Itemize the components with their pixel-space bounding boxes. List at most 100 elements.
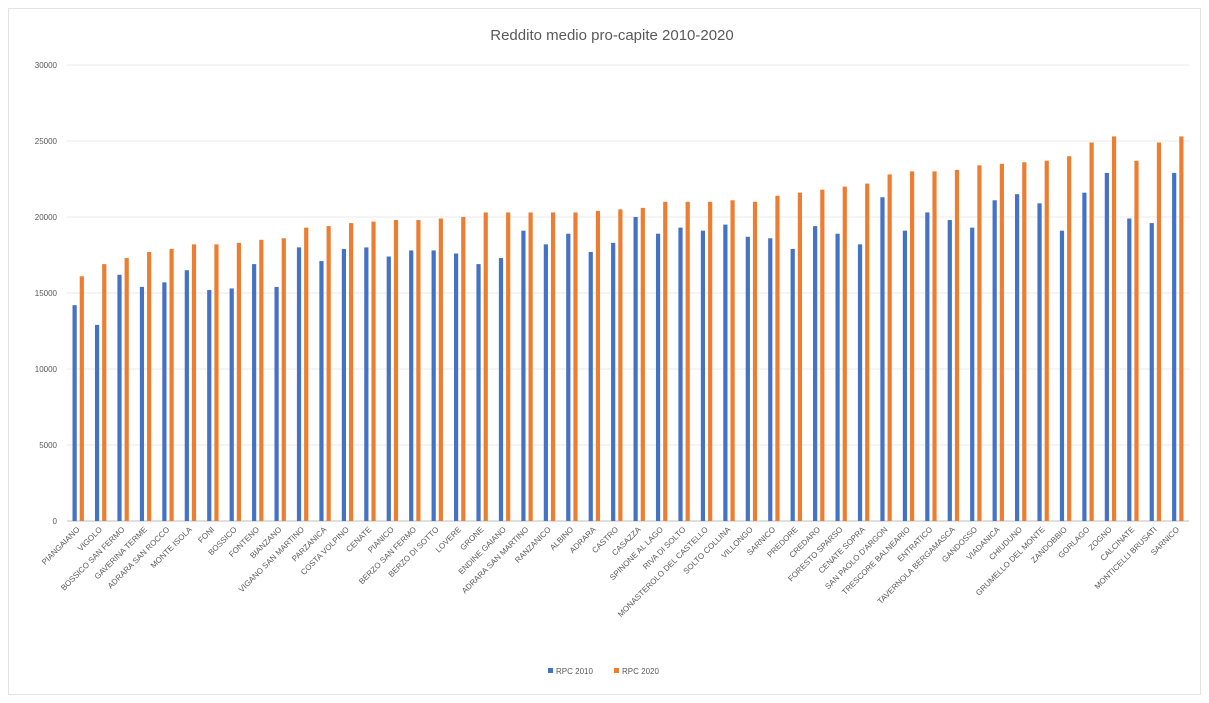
- bar-rpc-2010: [94, 324, 100, 521]
- bar-rpc-2020: [708, 201, 713, 522]
- bar-rpc-2010: [139, 286, 145, 521]
- bar-rpc-2020: [214, 244, 219, 522]
- bar-rpc-2020: [842, 186, 847, 521]
- bar-rpc-2020: [752, 201, 758, 522]
- bar-rpc-2010: [364, 247, 369, 521]
- x-tick-label: MONTE ISOLA: [149, 525, 194, 570]
- bar-rpc-2020: [685, 201, 690, 522]
- bar-rpc-2020: [304, 227, 309, 521]
- bar-rpc-2010: [633, 217, 638, 521]
- bar-rpc-2010: [902, 230, 907, 521]
- y-tick-label: 30000: [35, 61, 58, 70]
- bars: [72, 136, 1184, 522]
- bar-rpc-2020: [1179, 136, 1184, 521]
- y-tick-label: 10000: [35, 365, 58, 374]
- bar-rpc-2020: [416, 220, 421, 522]
- bar-rpc-2010: [319, 261, 324, 521]
- bar-rpc-2010: [252, 264, 257, 521]
- legend-swatch: [548, 668, 553, 673]
- bar-rpc-2020: [102, 264, 107, 521]
- bar-rpc-2010: [678, 227, 683, 521]
- bar-rpc-2010: [970, 227, 975, 521]
- y-tick-label: 0: [53, 517, 58, 526]
- bar-rpc-2020: [79, 276, 84, 521]
- bar-rpc-2020: [371, 221, 376, 521]
- bar-rpc-2010: [1082, 192, 1087, 521]
- y-tick-label: 20000: [35, 213, 58, 222]
- y-tick-label: 25000: [35, 137, 58, 146]
- bar-rpc-2020: [550, 212, 556, 521]
- bar-rpc-2020: [528, 212, 533, 521]
- bar-rpc-2010: [162, 282, 167, 521]
- bar-rpc-2020: [483, 212, 488, 521]
- bar-rpc-2020: [595, 210, 601, 522]
- bar-rpc-2020: [573, 212, 578, 521]
- bar-rpc-2020: [438, 218, 443, 521]
- bar-rpc-2020: [147, 251, 152, 521]
- bar-rpc-2010: [229, 288, 234, 521]
- legend: RPC 2010 RPC 2020: [548, 667, 659, 676]
- bar-rpc-2020: [730, 200, 735, 521]
- bar-rpc-2010: [655, 233, 661, 521]
- bar-rpc-2010: [588, 251, 593, 521]
- bar-rpc-2020: [461, 217, 466, 521]
- bar-rpc-2020: [820, 189, 825, 521]
- bar-rpc-2010: [566, 233, 571, 521]
- bar-rpc-2020: [1067, 156, 1072, 521]
- chart-title: Reddito medio pro-capite 2010-2020: [490, 27, 734, 44]
- bar-rpc-2010: [992, 200, 997, 521]
- y-tick-label: 15000: [35, 289, 58, 298]
- bar-rpc-2010: [835, 233, 840, 521]
- bar-rpc-2020: [1134, 160, 1139, 521]
- bar-rpc-2010: [476, 264, 481, 521]
- bar-rpc-2020: [393, 220, 399, 522]
- bar-rpc-2020: [326, 226, 331, 521]
- bar-rpc-2010: [723, 224, 728, 521]
- legend-label: RPC 2020: [622, 667, 659, 676]
- bar-rpc-2010: [700, 230, 706, 521]
- bar-rpc-2010: [1172, 172, 1177, 522]
- bar-rpc-2020: [910, 171, 915, 521]
- bar-rpc-2020: [954, 169, 960, 521]
- y-tick-label: 5000: [39, 441, 57, 450]
- bar-rpc-2020: [887, 174, 892, 521]
- bar-rpc-2020: [281, 238, 286, 521]
- bar-rpc-2010: [790, 248, 795, 522]
- bar-rpc-2020: [618, 209, 623, 521]
- bar-rpc-2010: [880, 197, 885, 522]
- bar-rpc-2010: [543, 244, 548, 522]
- bar-rpc-2010: [1037, 203, 1042, 521]
- bar-rpc-2020: [1111, 136, 1117, 521]
- bar-rpc-2010: [117, 274, 122, 521]
- y-axis-tick-labels: 0 5000 10000 15000 20000 25000 30000: [35, 61, 58, 526]
- bar-rpc-2010: [947, 220, 952, 522]
- bar-rpc-2010: [386, 256, 391, 521]
- chart-svg: Reddito medio pro-capite 2010-2020 0 5000…: [35, 27, 1189, 676]
- bar-rpc-2020: [1044, 160, 1049, 521]
- bar-rpc-2010: [274, 286, 279, 521]
- bar-rpc-2010: [498, 258, 504, 521]
- bar-rpc-2010: [184, 270, 189, 521]
- chart-frame: Reddito medio pro-capite 2010-2020 0 5000…: [8, 8, 1201, 695]
- bar-rpc-2020: [259, 239, 264, 522]
- bar-rpc-2020: [797, 192, 802, 521]
- bar-rpc-2020: [1022, 162, 1027, 521]
- x-tick-label: PIANGAIANO: [40, 525, 82, 567]
- bar-rpc-2020: [191, 244, 197, 522]
- bar-rpc-2020: [1089, 142, 1094, 521]
- x-tick-label: FONI: [196, 525, 216, 545]
- bar-rpc-2010: [1127, 218, 1132, 521]
- legend-label: RPC 2010: [556, 667, 593, 676]
- gridlines: [67, 64, 1189, 522]
- bar-rpc-2020: [506, 212, 511, 521]
- bar-rpc-2020: [999, 163, 1004, 522]
- bar-rpc-2020: [349, 223, 354, 521]
- bar-rpc-2020: [775, 195, 780, 521]
- bar-rpc-2010: [454, 253, 459, 522]
- bar-rpc-2020: [1156, 142, 1162, 521]
- bar-rpc-2020: [169, 248, 174, 522]
- bar-rpc-2010: [207, 289, 212, 521]
- bar-rpc-2010: [1015, 194, 1020, 521]
- bar-rpc-2020: [865, 183, 870, 521]
